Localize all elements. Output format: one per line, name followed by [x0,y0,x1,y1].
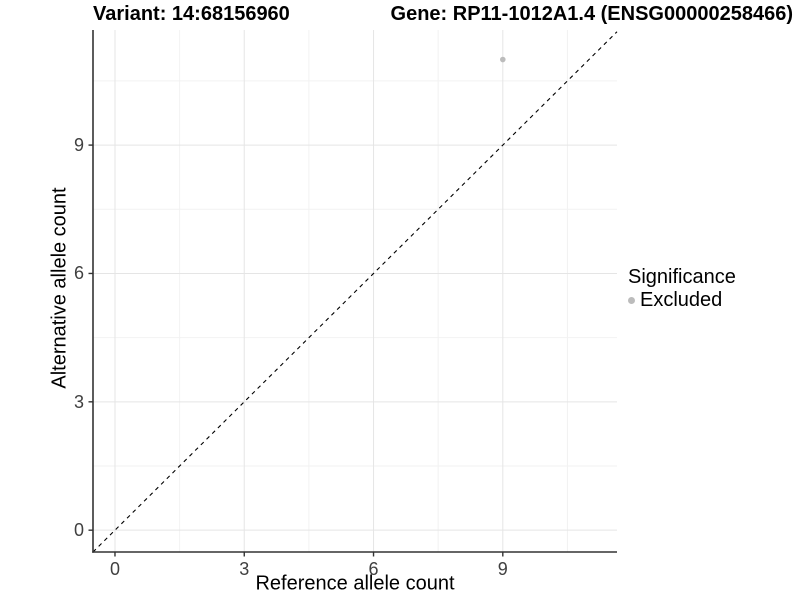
y-tick-label: 9 [73,135,84,156]
y-tick-label: 6 [73,263,84,284]
legend-item-label: Excluded [640,289,723,311]
legend-item-excluded: Excluded [628,289,736,312]
y-tick-label: 3 [73,391,84,412]
gene-title: Gene: RP11-1012A1.4 (ENSG00000258466) [390,3,793,25]
legend-title: Significance [628,266,736,288]
y-tick-label: 0 [73,520,84,541]
y-axis-title: Alternative allele count [48,187,71,389]
x-tick-label: 0 [109,559,120,579]
identity-line [92,31,618,553]
legend: Significance Excluded [628,266,736,312]
data-point [500,56,506,63]
excluded-point-icon [628,297,635,304]
variant-title: Variant: 14:68156960 [93,3,290,25]
x-tick-label: 3 [239,559,250,579]
x-axis-title: Reference allele count [255,572,455,595]
x-tick-label: 6 [368,559,379,579]
x-tick-label: 9 [497,559,508,579]
